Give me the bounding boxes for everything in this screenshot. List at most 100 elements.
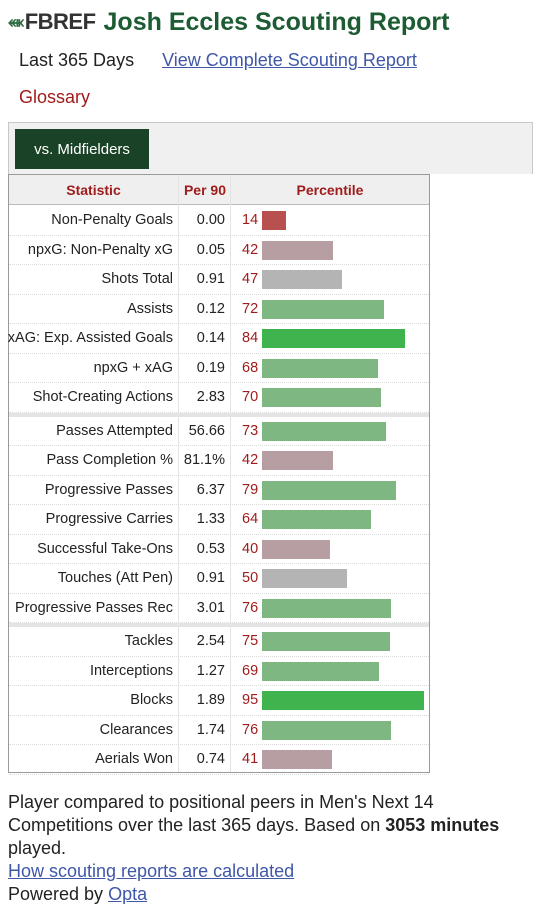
percentile-value: 14 [242, 212, 259, 228]
percentile-value: 50 [242, 570, 259, 586]
per90-value: 81.1% [183, 452, 225, 468]
stat-name[interactable]: Shot-Creating Actions [32, 389, 173, 405]
stat-name[interactable]: Aerials Won [95, 751, 173, 767]
percentile-bar [262, 750, 332, 769]
per90-value: 1.89 [196, 692, 225, 708]
stat-name[interactable]: Interceptions [89, 662, 173, 679]
percentile-value: 42 [242, 241, 259, 258]
per90-value: 1.74 [196, 721, 225, 738]
per90-value: 2.54 [196, 633, 225, 649]
table-row: Assists 0.12 72 [9, 295, 429, 324]
table-row: Tackles 2.54 75 [9, 627, 429, 657]
percentile-value: 84 [242, 330, 259, 346]
stat-name[interactable]: Progressive Passes [44, 481, 173, 498]
minutes-played: 3053 minutes [385, 815, 500, 835]
table-row: Aerials Won 0.74 41 [9, 745, 429, 775]
percentile-bar [262, 329, 405, 348]
full-report-link[interactable]: View Complete Scouting Report [162, 50, 417, 70]
stat-name[interactable]: Shots Total [101, 271, 173, 287]
stat-name[interactable]: Successful Take-Ons [37, 540, 173, 557]
per90-value: 0.05 [196, 241, 225, 258]
table-row: Shot-Creating Actions 2.83 70 [9, 383, 429, 413]
per90-value: 3.01 [196, 599, 225, 616]
percentile-bar [262, 270, 342, 289]
per90-value: 0.12 [196, 300, 225, 317]
column-divider [178, 175, 179, 772]
stat-name[interactable]: Progressive Passes Rec [15, 599, 173, 616]
table-row: npxG: Non-Penalty xG 0.05 42 [9, 236, 429, 265]
table-row: xAG: Exp. Assisted Goals 0.14 84 [7, 324, 429, 354]
stat-name[interactable]: Passes Attempted [56, 422, 173, 439]
table-row: Blocks 1.89 95 [9, 686, 429, 716]
header-percentile: Percentile [296, 182, 364, 198]
per90-value: 0.74 [196, 751, 225, 767]
percentile-value: 40 [242, 540, 259, 557]
percentile-bar [262, 691, 424, 710]
percentile-value: 79 [242, 481, 259, 498]
per90-value: 2.83 [196, 389, 225, 405]
table-row: Progressive Passes 6.37 79 [9, 476, 429, 505]
period-label: Last 365 Days [19, 50, 135, 70]
stat-name[interactable]: Clearances [99, 721, 173, 738]
table-row: Progressive Carries 1.33 64 [9, 505, 429, 535]
percentile-value: 73 [242, 422, 259, 439]
percentile-bar [262, 358, 378, 378]
stat-name[interactable]: Non-Penalty Goals [51, 212, 173, 228]
header: ⬽ FBREF Josh Eccles Scouting Report [8, 5, 449, 39]
percentile-value: 76 [242, 721, 259, 738]
stat-name[interactable]: Assists [127, 300, 173, 317]
per90-value: 56.66 [188, 422, 225, 439]
stat-name[interactable]: Tackles [124, 633, 173, 649]
per90-value: 0.14 [196, 330, 225, 346]
percentile-value: 76 [242, 599, 259, 616]
percentile-bar [262, 421, 387, 441]
opta-link[interactable]: Opta [108, 884, 148, 904]
percentile-bar [262, 211, 286, 230]
footer-note: Player compared to positional peers in M… [8, 791, 533, 906]
stat-name[interactable]: xAG: Exp. Assisted Goals [7, 330, 173, 346]
powered-by-label: Powered by [8, 884, 109, 904]
percentile-value: 70 [242, 389, 259, 405]
table-row: Clearances 1.74 76 [9, 716, 429, 745]
percentile-value: 75 [242, 633, 259, 649]
per90-value: 0.00 [196, 212, 225, 228]
stat-name[interactable]: Touches (Att Pen) [57, 570, 173, 586]
stat-name[interactable]: Pass Completion % [46, 452, 173, 468]
stat-name[interactable]: npxG: Non-Penalty xG [27, 241, 173, 258]
footer-text: Player compared to positional peers in M… [8, 792, 434, 835]
percentile-value: 64 [242, 511, 259, 527]
filter-midfielders-button[interactable]: vs. Midfielders [15, 129, 149, 169]
per90-value: 0.91 [196, 271, 225, 287]
percentile-bar [262, 632, 390, 651]
fbref-logo-icon: ⬽ [8, 11, 24, 32]
percentile-value: 47 [242, 271, 259, 287]
stat-name[interactable]: Progressive Carries [45, 511, 173, 527]
stat-name[interactable]: Blocks [130, 692, 173, 708]
percentile-bar [262, 299, 385, 319]
percentile-bar [262, 569, 347, 588]
per90-value: 6.37 [196, 481, 225, 498]
fbref-logo[interactable]: ⬽ FBREF [8, 9, 96, 35]
percentile-value: 68 [242, 359, 259, 376]
percentile-bar [262, 598, 392, 618]
table-row: Progressive Passes Rec 3.01 76 [9, 594, 429, 623]
table-row: Pass Completion % 81.1% 42 [9, 446, 429, 476]
percentile-value: 42 [242, 452, 259, 468]
table-row: Successful Take-Ons 0.53 40 [9, 535, 429, 564]
percentile-value: 95 [242, 692, 259, 708]
table-row: Shots Total 0.91 47 [9, 265, 429, 295]
percentile-bar [262, 510, 371, 529]
glossary-link[interactable]: Glossary [19, 87, 91, 107]
column-divider [230, 175, 231, 772]
percentile-bar [262, 480, 397, 500]
calculation-link[interactable]: How scouting reports are calculated [8, 861, 295, 881]
percentile-bar [262, 240, 334, 260]
table-row: Passes Attempted 56.66 73 [9, 417, 429, 446]
table-row: Interceptions 1.27 69 [9, 657, 429, 686]
position-filter-bar: vs. Midfielders [8, 122, 533, 174]
per90-value: 0.91 [196, 570, 225, 586]
table-row: Touches (Att Pen) 0.91 50 [9, 564, 429, 594]
per90-value: 0.19 [196, 359, 225, 376]
percentile-bar [262, 720, 392, 740]
stat-name[interactable]: npxG + xAG [93, 359, 173, 376]
